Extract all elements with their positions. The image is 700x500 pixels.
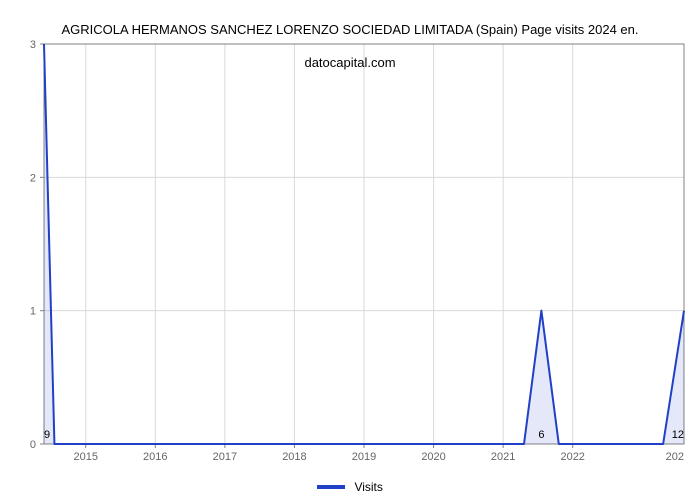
chart-svg: 0123201520162017201820192020202120222029… xyxy=(0,0,700,500)
x-tick-label: 2015 xyxy=(73,451,97,463)
x-tick-label: 2019 xyxy=(352,451,376,463)
x-tick-label: 2021 xyxy=(491,451,515,463)
chart-title: AGRICOLA HERMANOS SANCHEZ LORENZO SOCIED… xyxy=(0,6,700,71)
legend-label: Visits xyxy=(354,480,382,494)
y-tick-label: 0 xyxy=(30,439,36,451)
x-tick-label: 2018 xyxy=(282,451,306,463)
chart-title-line2: datocapital.com xyxy=(304,55,395,70)
point-label: 6 xyxy=(538,429,544,441)
x-tick-label: 2017 xyxy=(213,451,237,463)
y-tick-label: 2 xyxy=(30,172,36,184)
legend-swatch xyxy=(317,485,345,489)
point-label: 9 xyxy=(44,429,50,441)
x-tick-label: 2022 xyxy=(560,451,584,463)
chart-container: AGRICOLA HERMANOS SANCHEZ LORENZO SOCIED… xyxy=(0,0,700,500)
y-tick-label: 1 xyxy=(30,306,36,318)
legend: Visits xyxy=(0,479,700,494)
point-label: 12 xyxy=(672,429,684,441)
x-tick-label: 2020 xyxy=(421,451,445,463)
x-tick-label: 202 xyxy=(666,451,684,463)
chart-title-line1: AGRICOLA HERMANOS SANCHEZ LORENZO SOCIED… xyxy=(62,22,639,37)
x-tick-label: 2016 xyxy=(143,451,167,463)
